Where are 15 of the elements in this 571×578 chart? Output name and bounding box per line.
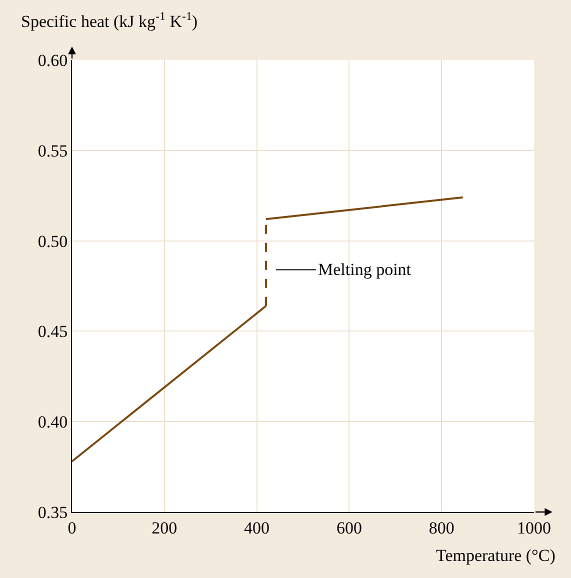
x-tick-label: 800 [428,518,454,538]
x-tick-label: 200 [152,518,178,538]
annotation: Melting point [318,260,412,279]
x-tick-label: 600 [336,518,362,538]
y-tick-label: 0.50 [38,232,68,251]
y-axis-title: Specific heat (kJ kg$^{-1}$ K$^{-1}$) [21,9,198,32]
x-axis-title: Temperature (°C) [436,546,556,565]
y-tick-label: 0.45 [38,322,68,342]
y-tick-label: 0.55 [38,141,68,160]
x-tick-label: 400 [244,518,270,538]
y-tick-label: 0.60 [38,50,68,70]
y-tick-label: 0.35 [38,502,68,522]
y-tick-label: 0.40 [38,412,68,432]
x-tick-label: 1000 [517,518,551,538]
x-tick-label: 0 [68,518,76,538]
